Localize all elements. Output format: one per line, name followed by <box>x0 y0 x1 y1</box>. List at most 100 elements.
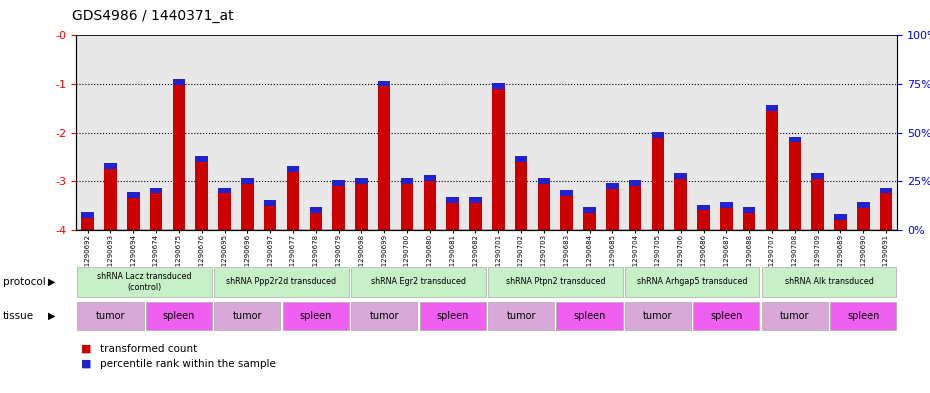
Text: spleen: spleen <box>436 311 469 321</box>
Bar <box>104 163 117 169</box>
Bar <box>880 193 892 230</box>
Bar <box>77 302 143 330</box>
Bar <box>173 85 185 230</box>
Bar <box>488 266 622 298</box>
Text: tumor: tumor <box>644 311 672 321</box>
Bar <box>310 213 322 230</box>
Bar <box>606 189 618 230</box>
Text: transformed count: transformed count <box>100 344 197 354</box>
Text: tumor: tumor <box>506 311 536 321</box>
Bar <box>423 175 436 181</box>
Text: spleen: spleen <box>163 311 195 321</box>
Bar <box>561 196 573 230</box>
Bar <box>150 187 163 193</box>
Bar <box>674 173 687 179</box>
Bar <box>789 136 801 142</box>
Bar <box>762 302 828 330</box>
Bar <box>77 266 212 298</box>
Text: shRNA Ptpn2 transduced: shRNA Ptpn2 transduced <box>506 277 605 286</box>
Bar <box>743 213 755 230</box>
Bar <box>352 302 418 330</box>
Text: ▶: ▶ <box>48 277 56 287</box>
Text: spleen: spleen <box>711 311 742 321</box>
Text: shRNA Ppp2r2d transduced: shRNA Ppp2r2d transduced <box>227 277 337 286</box>
Bar <box>652 132 664 138</box>
Bar <box>310 207 322 213</box>
Bar <box>150 193 163 230</box>
Text: shRNA Arhgap5 transduced: shRNA Arhgap5 transduced <box>637 277 748 286</box>
Bar <box>693 302 760 330</box>
Bar <box>880 187 892 193</box>
Bar <box>606 183 618 189</box>
Text: tissue: tissue <box>3 311 33 321</box>
Bar <box>674 179 687 230</box>
Text: spleen: spleen <box>847 311 880 321</box>
Bar <box>195 156 208 162</box>
Bar <box>538 184 551 230</box>
Bar <box>146 302 212 330</box>
Bar <box>515 162 527 230</box>
Bar <box>241 184 254 230</box>
Text: ■: ■ <box>81 358 91 369</box>
Text: tumor: tumor <box>232 311 262 321</box>
Bar <box>488 302 554 330</box>
Text: tumor: tumor <box>369 311 399 321</box>
Bar <box>629 186 642 230</box>
Bar <box>286 166 299 171</box>
Text: shRNA Egr2 transduced: shRNA Egr2 transduced <box>371 277 466 286</box>
Bar <box>583 213 596 230</box>
Bar <box>378 81 391 86</box>
Bar <box>765 105 778 111</box>
Bar <box>834 214 846 220</box>
Bar <box>195 162 208 230</box>
Bar <box>538 178 551 184</box>
Bar <box>625 266 760 298</box>
Bar <box>652 138 664 230</box>
Bar <box>583 207 596 213</box>
Bar <box>834 220 846 230</box>
Bar <box>332 180 345 186</box>
Bar <box>355 178 367 184</box>
Text: shRNA Lacz transduced
(control): shRNA Lacz transduced (control) <box>98 272 192 292</box>
Bar <box>104 169 117 230</box>
Bar <box>857 208 870 230</box>
Text: spleen: spleen <box>573 311 605 321</box>
Bar <box>698 210 710 230</box>
Bar <box>515 156 527 162</box>
Bar <box>355 184 367 230</box>
Bar <box>811 173 824 179</box>
Bar <box>789 142 801 230</box>
Bar <box>765 111 778 230</box>
Text: ▶: ▶ <box>48 311 56 321</box>
Bar <box>332 186 345 230</box>
Bar <box>423 181 436 230</box>
Bar <box>264 200 276 206</box>
Bar <box>264 206 276 230</box>
Bar <box>492 83 505 89</box>
Bar <box>762 266 897 298</box>
Bar <box>401 178 413 184</box>
Bar <box>698 205 710 210</box>
Bar <box>556 302 622 330</box>
Bar <box>173 79 185 85</box>
Bar <box>857 202 870 208</box>
Bar <box>561 190 573 196</box>
Bar <box>492 89 505 230</box>
Bar <box>469 197 482 203</box>
Bar <box>419 302 485 330</box>
Text: protocol: protocol <box>3 277 46 287</box>
Bar <box>830 302 897 330</box>
Bar <box>127 193 140 198</box>
Text: tumor: tumor <box>96 311 126 321</box>
Bar <box>720 208 733 230</box>
Bar <box>743 207 755 213</box>
Text: tumor: tumor <box>780 311 809 321</box>
Bar <box>401 184 413 230</box>
Bar <box>241 178 254 184</box>
Bar <box>629 180 642 186</box>
Bar <box>219 187 231 193</box>
Bar <box>286 171 299 230</box>
Text: spleen: spleen <box>299 311 332 321</box>
Bar <box>625 302 691 330</box>
Bar <box>352 266 485 298</box>
